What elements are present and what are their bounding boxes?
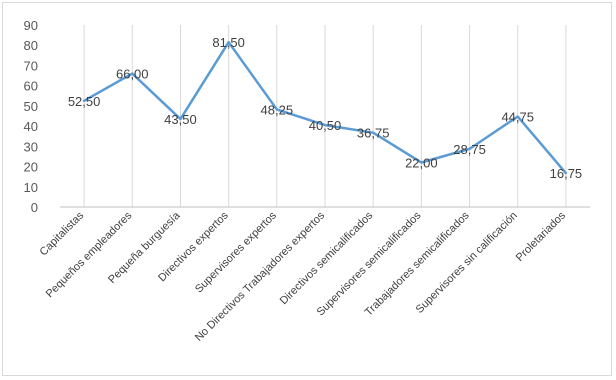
y-tick-label-40: 40 — [24, 119, 38, 134]
data-label-7: 22,00 — [405, 156, 438, 171]
y-tick-label-80: 80 — [24, 38, 38, 53]
y-tick-label-0: 0 — [31, 200, 38, 215]
chart-frame — [2, 2, 612, 376]
x-category-label-4: Supervisores expertos — [193, 209, 279, 295]
data-label-3: 81,50 — [212, 35, 245, 50]
data-label-6: 36,75 — [357, 126, 390, 141]
y-tick-label-60: 60 — [24, 79, 38, 94]
x-category-label-9: Supervisores sin calificación — [414, 210, 520, 316]
x-category-label-6: Directivos semicalificados — [278, 209, 376, 307]
y-tick-label-90: 90 — [24, 18, 38, 33]
data-label-10: 16,75 — [550, 166, 583, 181]
data-label-4: 48,25 — [261, 102, 294, 117]
data-label-5: 40,50 — [309, 118, 342, 133]
data-label-2: 43,50 — [164, 112, 197, 127]
data-label-9: 44,75 — [501, 110, 534, 125]
x-category-label-1: Pequeños empleadores — [44, 209, 135, 300]
x-category-label-0: Capitalistas — [38, 209, 87, 258]
x-category-label-7: Supervisores semicalificados — [315, 209, 424, 318]
x-category-label-8: Trabajadores semicalificados — [363, 209, 472, 318]
data-label-0: 52,50 — [68, 94, 101, 109]
x-category-label-10: Proletariados — [514, 209, 569, 264]
data-label-8: 28,75 — [453, 142, 486, 157]
y-tick-label-10: 10 — [24, 180, 38, 195]
y-tick-label-30: 30 — [24, 139, 38, 154]
y-tick-label-70: 70 — [24, 58, 38, 73]
y-tick-label-50: 50 — [24, 99, 38, 114]
y-tick-label-20: 20 — [24, 160, 38, 175]
data-label-1: 66,00 — [116, 67, 149, 82]
